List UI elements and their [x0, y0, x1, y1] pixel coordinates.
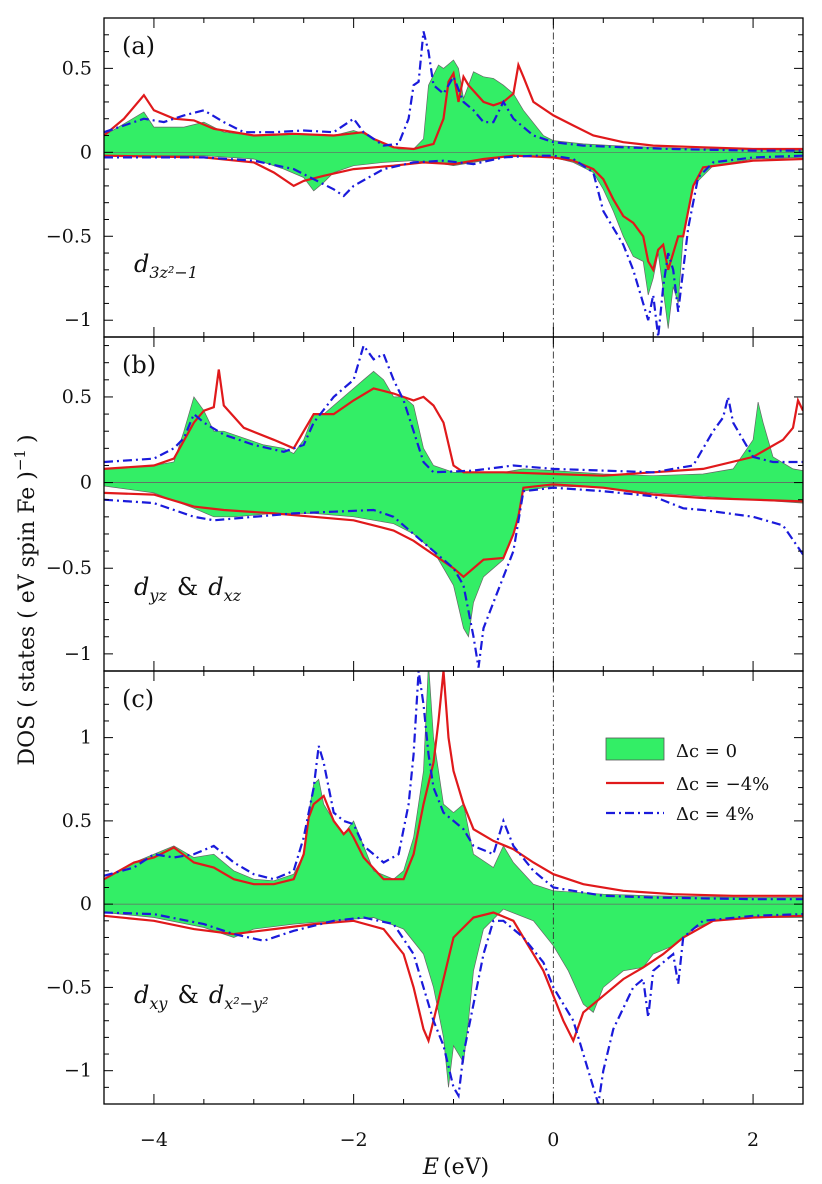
orbital-label-main-b: d	[134, 573, 149, 601]
series-dm4-down-a	[104, 154, 803, 273]
plot-area-c	[104, 671, 803, 1104]
panels-group: −1−0.500.5(a)d3z²−1−1−0.500.5(b)dyz & dxz−…	[46, 17, 804, 1151]
x-axis-title: E (eV)	[422, 1155, 489, 1180]
orbital-label-a: d3z²−1	[134, 250, 198, 282]
x-tick-label: 0	[547, 1129, 559, 1151]
series-dp4-up-b	[104, 343, 803, 474]
y-tick-label-c: 1	[80, 727, 92, 749]
legend-label-dp4: Δc = 4%	[676, 804, 754, 825]
panel-label-a: (a)	[122, 32, 155, 60]
series-d0-down-b	[104, 482, 803, 638]
y-axis-title-close: )	[15, 434, 40, 443]
y-axis-title-main: DOS ( states ( eV spin Fe )	[15, 471, 40, 765]
y-tick-label-c: 0	[80, 893, 92, 915]
orbital-label-sub-b: yz	[148, 586, 167, 605]
y-axis-title: DOS ( states ( eV spin Fe )−1)	[11, 434, 40, 765]
series-dm4-down-b	[104, 483, 803, 579]
y-tick-label-c: 0.5	[62, 810, 92, 832]
series-dm4-up-b	[104, 369, 803, 477]
series-d0-up-c	[104, 671, 803, 905]
x-tick-label: −4	[140, 1129, 168, 1151]
legend: Δc = 0 Δc = −4% Δc = 4%	[605, 737, 769, 825]
legend-swatch-d0	[605, 737, 665, 761]
y-tick-label-b: 0	[80, 472, 92, 494]
legend-label-d0: Δc = 0	[676, 741, 737, 762]
x-axis-title-unit: (eV)	[443, 1155, 489, 1180]
y-tick-label-c: −1	[64, 1060, 92, 1082]
x-tick-label: 2	[747, 1129, 759, 1151]
panel-c: −1−0.500.51(c)dxy & dx²−y²	[46, 670, 804, 1105]
series-dp4-up-c	[104, 671, 803, 901]
panel-label-c: (c)	[122, 685, 154, 713]
orbital-label-sub-a: 3z²−1	[149, 263, 198, 282]
series-dp4-up-a	[104, 31, 803, 152]
y-tick-label-a: −1	[64, 309, 92, 331]
series-dp4-down-b	[104, 486, 803, 668]
series-dm4-up-a	[104, 61, 803, 151]
orbital-label-sub-c: xy	[149, 994, 168, 1013]
y-axis-title-exponent: −1	[11, 449, 29, 471]
x-axis-title-var: E	[422, 1155, 439, 1180]
orbital-label-main-c: d	[134, 981, 149, 1009]
series-dm4-up-c	[104, 671, 803, 897]
y-tick-label-b: −0.5	[46, 557, 92, 579]
legend-label-dm4: Δc = −4%	[676, 774, 769, 795]
series-dp4-down-a	[104, 154, 803, 337]
panel-label-b: (b)	[122, 351, 156, 379]
orbital-label-amp-b: &	[177, 573, 198, 601]
orbital-label-sub2-c: x²−y²	[224, 994, 268, 1013]
y-tick-label-b: 0.5	[62, 386, 92, 408]
orbital-label-main-a: d	[134, 250, 149, 278]
series-d0-down-a	[104, 151, 803, 329]
x-tick-label: −2	[340, 1129, 368, 1151]
orbital-label-b: dyz & dxz	[134, 573, 242, 605]
y-tick-label-c: −0.5	[46, 976, 92, 998]
panel-a: −1 −0.5 0 0.5 (a) d3z²−1	[46, 17, 804, 338]
orbital-label-main2-b: d	[208, 573, 223, 601]
series-dp4-down-c	[104, 911, 803, 1104]
orbital-label-main2-c: d	[209, 981, 224, 1009]
orbital-label-sub2-b: xz	[224, 586, 242, 605]
orbital-label-amp-c: &	[177, 981, 198, 1009]
y-tick-label-a: −0.5	[46, 225, 92, 247]
plot-area-b	[104, 337, 803, 671]
series-d0-up-a	[104, 59, 803, 153]
y-tick-label-b: −1	[64, 643, 92, 665]
y-tick-label-a: 0.5	[62, 57, 92, 79]
y-tick-label-a: 0	[80, 141, 92, 163]
orbital-label-c: dxy & dx²−y²	[134, 981, 268, 1013]
plot-area-a	[104, 18, 803, 337]
panel-b: −1−0.500.5(b)dyz & dxz	[46, 336, 804, 672]
